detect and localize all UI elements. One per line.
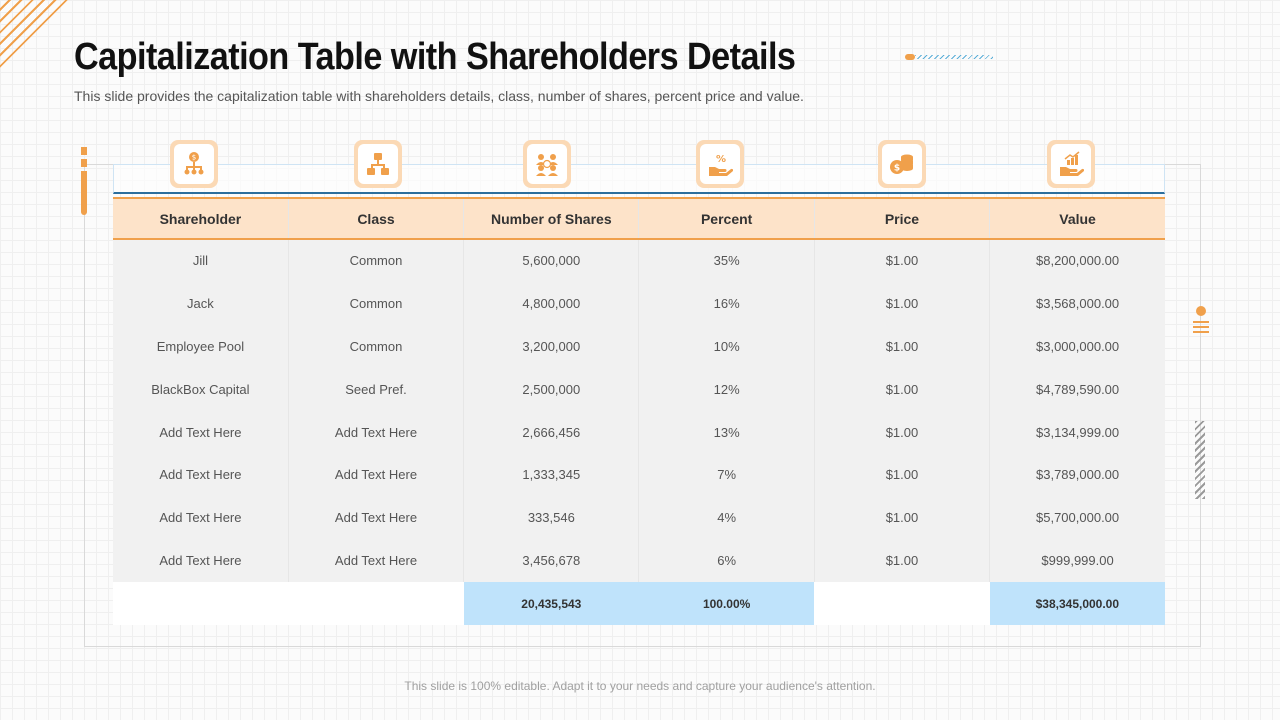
totals-empty-cell	[814, 582, 990, 626]
footer-note: This slide is 100% editable. Adapt it to…	[404, 679, 876, 693]
svg-text:$: $	[192, 154, 196, 162]
col-header-shares: Number of Shares	[463, 197, 639, 240]
cell-value: $4,789,590.00	[989, 367, 1165, 411]
total-shares: 20,435,543	[463, 582, 639, 626]
cell-shares: 4,800,000	[463, 281, 639, 325]
cell-class: Common	[287, 281, 464, 325]
cell-value: $5,700,000.00	[989, 496, 1165, 540]
cell-percent: 35%	[638, 239, 815, 282]
cell-value: $3,000,000.00	[989, 324, 1165, 368]
cell-shares: 3,200,000	[463, 324, 639, 368]
table-row: Employee Pool Common 3,200,000 10% $1.00…	[113, 324, 1165, 368]
totals-row: 20,435,543 100.00% $38,345,000.00	[113, 582, 1165, 626]
cell-shares: 333,546	[463, 496, 639, 540]
totals-empty-cell	[113, 582, 289, 626]
cell-percent: 12%	[638, 367, 815, 411]
cell-value: $999,999.00	[989, 539, 1165, 583]
table-row: BlackBox Capital Seed Pref. 2,500,000 12…	[113, 367, 1165, 411]
cell-value: $3,789,000.00	[989, 453, 1165, 497]
icon-strip	[113, 164, 1165, 194]
team-money-icon	[523, 140, 571, 188]
cell-class: Add Text Here	[287, 453, 464, 497]
title-decoration	[905, 54, 993, 60]
cell-shares: 5,600,000	[463, 239, 639, 282]
totals-empty-cell	[288, 582, 464, 626]
page-subtitle: This slide provides the capitalization t…	[74, 88, 804, 104]
cell-price: $1.00	[813, 281, 990, 325]
table-row: Add Text Here Add Text Here 333,546 4% $…	[113, 496, 1165, 540]
cell-price: $1.00	[813, 239, 990, 282]
percent-hand-icon: %	[696, 140, 744, 188]
cell-percent: 6%	[638, 539, 815, 583]
col-header-value: Value	[989, 197, 1165, 240]
cell-shareholder: Jill	[113, 239, 289, 282]
total-value: $38,345,000.00	[989, 582, 1165, 626]
cell-shareholder: Jack	[113, 281, 289, 325]
col-header-percent: Percent	[638, 197, 815, 240]
cell-class: Add Text Here	[287, 410, 464, 454]
cell-shareholder: Add Text Here	[113, 539, 289, 583]
table-row: Jill Common 5,600,000 35% $1.00 $8,200,0…	[113, 239, 1165, 282]
cap-table: Shareholder Class Number of Shares Perce…	[113, 197, 1165, 626]
cell-price: $1.00	[813, 539, 990, 583]
page-title: Capitalization Table with Shareholders D…	[74, 36, 796, 78]
right-hatch-decoration	[1195, 421, 1205, 499]
cell-class: Add Text Here	[287, 496, 464, 540]
corner-stripes-decoration	[0, 0, 74, 74]
cell-percent: 10%	[638, 324, 815, 368]
hierarchy-icon	[354, 140, 402, 188]
left-accent-decoration	[81, 147, 87, 215]
table-row: Jack Common 4,800,000 16% $1.00 $3,568,0…	[113, 281, 1165, 325]
cell-price: $1.00	[813, 453, 990, 497]
cell-shareholder: Add Text Here	[113, 496, 289, 540]
cell-class: Common	[287, 324, 464, 368]
col-header-price: Price	[813, 197, 990, 240]
col-header-shareholder: Shareholder	[113, 197, 289, 240]
cell-class: Common	[287, 239, 464, 282]
total-percent: 100.00%	[638, 582, 815, 626]
cell-value: $3,568,000.00	[989, 281, 1165, 325]
cell-shares: 1,333,345	[463, 453, 639, 497]
cell-price: $1.00	[813, 324, 990, 368]
cell-shareholder: BlackBox Capital	[113, 367, 289, 411]
cell-shares: 2,500,000	[463, 367, 639, 411]
cell-shares: 2,666,456	[463, 410, 639, 454]
cell-price: $1.00	[813, 496, 990, 540]
right-lines-decoration	[1193, 321, 1209, 333]
table-row: Add Text Here Add Text Here 3,456,678 6%…	[113, 539, 1165, 583]
coins-icon: $	[878, 140, 926, 188]
cell-shareholder: Add Text Here	[113, 410, 289, 454]
cell-percent: 16%	[638, 281, 815, 325]
table-row: Add Text Here Add Text Here 1,333,345 7%…	[113, 453, 1165, 497]
cell-value: $8,200,000.00	[989, 239, 1165, 282]
cell-percent: 7%	[638, 453, 815, 497]
cell-shareholder: Add Text Here	[113, 453, 289, 497]
org-money-icon: $	[170, 140, 218, 188]
cell-shareholder: Employee Pool	[113, 324, 289, 368]
cell-shares: 3,456,678	[463, 539, 639, 583]
right-dot-decoration	[1196, 306, 1206, 316]
col-header-class: Class	[287, 197, 464, 240]
cell-price: $1.00	[813, 367, 990, 411]
svg-text:%: %	[716, 154, 726, 165]
table-header-row: Shareholder Class Number of Shares Perce…	[113, 197, 1165, 240]
svg-text:$: $	[894, 164, 900, 174]
cell-percent: 4%	[638, 496, 815, 540]
cell-class: Add Text Here	[287, 539, 464, 583]
growth-hand-icon	[1047, 140, 1095, 188]
cell-value: $3,134,999.00	[989, 410, 1165, 454]
cell-percent: 13%	[638, 410, 815, 454]
cell-class: Seed Pref.	[287, 367, 464, 411]
table-row: Add Text Here Add Text Here 2,666,456 13…	[113, 410, 1165, 454]
cell-price: $1.00	[813, 410, 990, 454]
